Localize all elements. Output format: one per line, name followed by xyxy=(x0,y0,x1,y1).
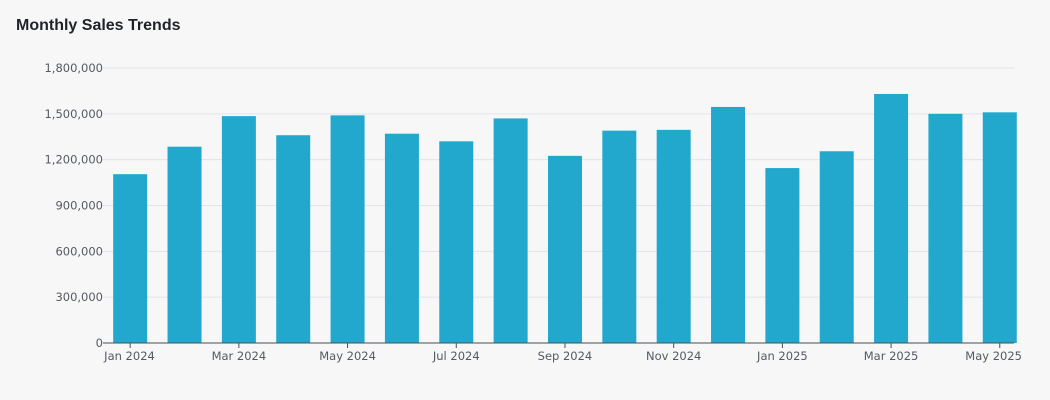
y-tick-label: 900,000 xyxy=(55,199,103,213)
x-tick-label: Jul 2024 xyxy=(432,349,480,363)
bar-may-2025 xyxy=(982,112,1017,343)
bar-mar-2024 xyxy=(221,116,256,343)
x-tick-label: May 2025 xyxy=(965,349,1022,363)
x-tick-label: Sep 2024 xyxy=(538,349,593,363)
bar-jan-2024 xyxy=(113,174,148,343)
x-tick-label: Mar 2025 xyxy=(864,349,919,363)
bar-apr-2025 xyxy=(928,113,963,343)
bar-dec-2024 xyxy=(711,106,746,343)
x-tick-label: Nov 2024 xyxy=(646,349,701,363)
y-tick-label: 1,500,000 xyxy=(44,107,103,121)
x-tick-label: May 2024 xyxy=(319,349,376,363)
bar-may-2024 xyxy=(330,115,365,343)
bar-mar-2025 xyxy=(874,93,909,343)
bar-apr-2024 xyxy=(276,135,311,343)
bar-feb-2024 xyxy=(167,146,202,343)
bars xyxy=(113,93,1017,344)
y-tick-label: 1,200,000 xyxy=(44,153,103,167)
bar-jul-2024 xyxy=(439,141,474,343)
bar-aug-2024 xyxy=(493,118,528,344)
x-tick-label: Jan 2024 xyxy=(103,349,155,363)
bar-jun-2024 xyxy=(384,133,419,343)
axes: 0 300,000 600,000 900,000 1,200,000 1,500,000… xyxy=(44,61,1022,363)
bar-jan-2025 xyxy=(765,168,800,343)
bar-feb-2025 xyxy=(819,151,854,343)
y-tick-label: 300,000 xyxy=(55,290,103,304)
x-tick-label: Mar 2024 xyxy=(212,349,267,363)
chart-title: Monthly Sales Trends xyxy=(16,17,181,34)
x-tick-label: Jan 2025 xyxy=(756,349,808,363)
bar-oct-2024 xyxy=(602,130,637,343)
bar-nov-2024 xyxy=(656,129,691,343)
y-tick-label: 1,800,000 xyxy=(44,61,103,75)
y-tick-label: 600,000 xyxy=(55,244,103,258)
bar-sep-2024 xyxy=(547,155,582,343)
y-tick-label: 0 xyxy=(96,336,103,350)
